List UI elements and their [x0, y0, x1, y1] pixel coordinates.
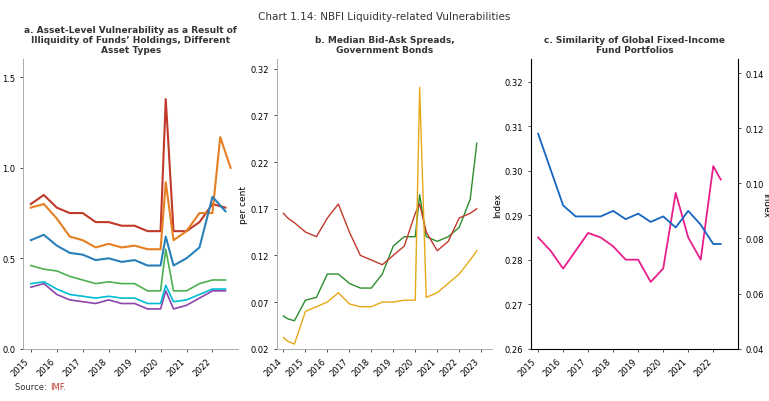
Title: c. Similarity of Global Fixed-Income
Fund Portfolios: c. Similarity of Global Fixed-Income Fun… — [544, 36, 725, 55]
Text: IMF.: IMF. — [50, 382, 66, 391]
Title: a. Asset-Level Vulnerability as a Result of
Illiquidity of Funds’ Holdings, Diff: a. Asset-Level Vulnerability as a Result… — [25, 26, 237, 55]
Y-axis label: Index: Index — [493, 192, 501, 217]
Text: Chart 1.14: NBFI Liquidity-related Vulnerabilities: Chart 1.14: NBFI Liquidity-related Vulne… — [258, 12, 511, 22]
Title: b. Median Bid-Ask Spreads,
Government Bonds: b. Median Bid-Ask Spreads, Government Bo… — [315, 36, 454, 55]
Text: Source:: Source: — [15, 382, 50, 391]
Y-axis label: per cent: per cent — [239, 186, 248, 223]
Y-axis label: Index: Index — [761, 192, 769, 217]
